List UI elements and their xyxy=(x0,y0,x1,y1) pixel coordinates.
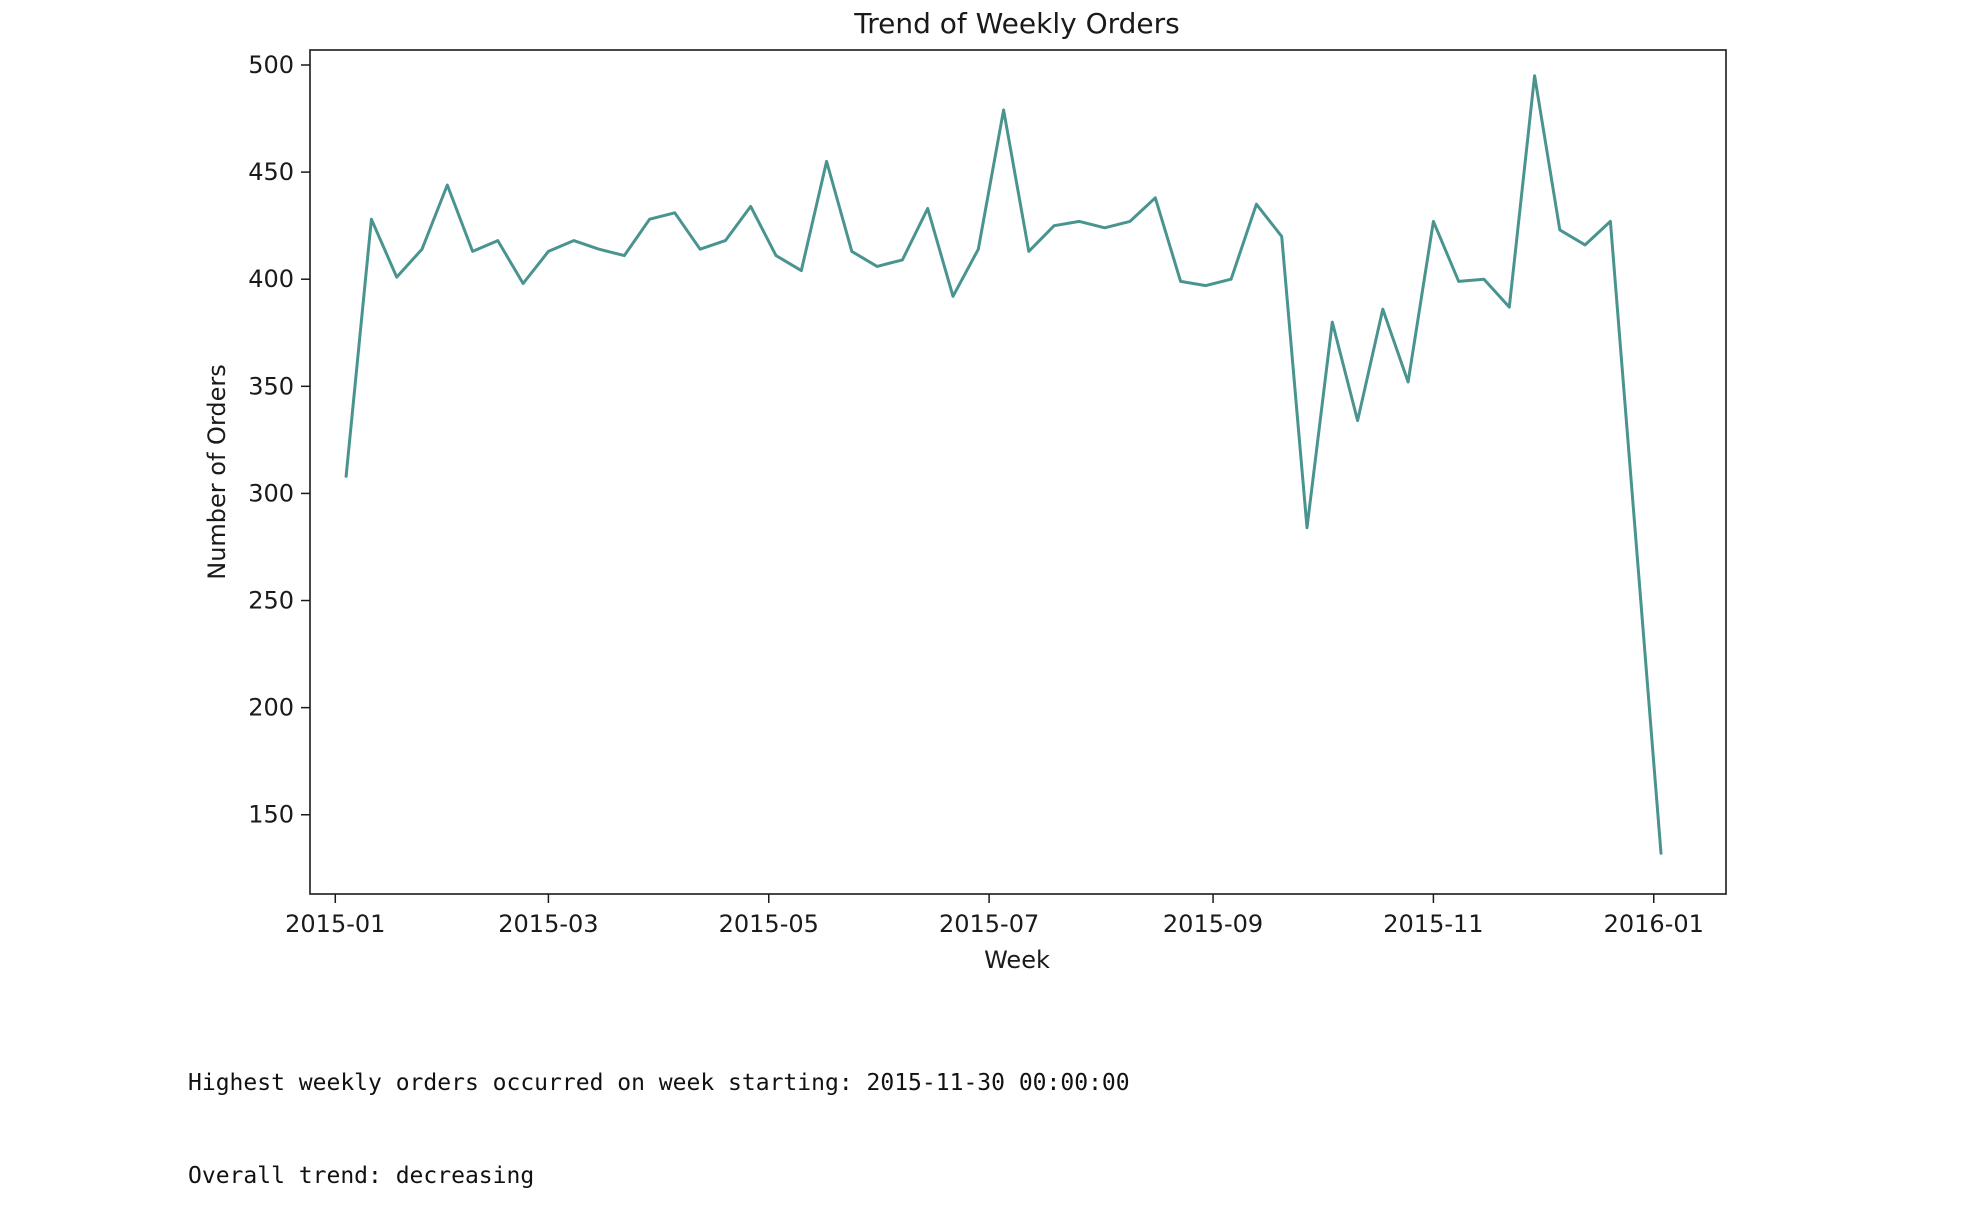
y-tick-label: 450 xyxy=(248,158,294,186)
y-tick-label: 200 xyxy=(248,694,294,722)
x-tick-label: 2015-11 xyxy=(1383,910,1483,938)
highest-week-text: Highest weekly orders occurred on week s… xyxy=(188,1070,1130,1096)
y-tick-label: 350 xyxy=(248,372,294,400)
y-tick-label: 500 xyxy=(248,51,294,79)
weekly-orders-line xyxy=(344,74,1663,855)
y-tick-label: 300 xyxy=(248,479,294,507)
x-tick-label: 2015-01 xyxy=(285,910,385,938)
x-tick-label: 2016-01 xyxy=(1604,910,1704,938)
y-tick-label: 250 xyxy=(248,587,294,615)
trend-text: Overall trend: decreasing xyxy=(188,1163,535,1189)
x-axis-label: Week xyxy=(984,946,1050,974)
line-chart: Trend of Weekly Orders 150 200 250 300 350 40… xyxy=(203,7,1727,974)
x-tick-label: 2015-03 xyxy=(498,910,598,938)
y-tick-label: 150 xyxy=(248,801,294,829)
console-output: Highest weekly orders occurred on week s… xyxy=(188,1006,1130,1223)
y-tick-label: 400 xyxy=(248,265,294,293)
plot-frame xyxy=(309,49,1727,895)
chart-title: Trend of Weekly Orders xyxy=(853,7,1180,40)
y-axis: 150 200 250 300 350 400 450 500 xyxy=(248,51,310,829)
x-axis: 2015-01 2015-03 2015-05 2015-07 2015-09 2015-… xyxy=(285,894,1704,938)
y-axis-label: Number of Orders xyxy=(203,364,231,580)
x-tick-label: 2015-07 xyxy=(939,910,1039,938)
x-tick-label: 2015-05 xyxy=(719,910,819,938)
x-tick-label: 2015-09 xyxy=(1163,910,1263,938)
